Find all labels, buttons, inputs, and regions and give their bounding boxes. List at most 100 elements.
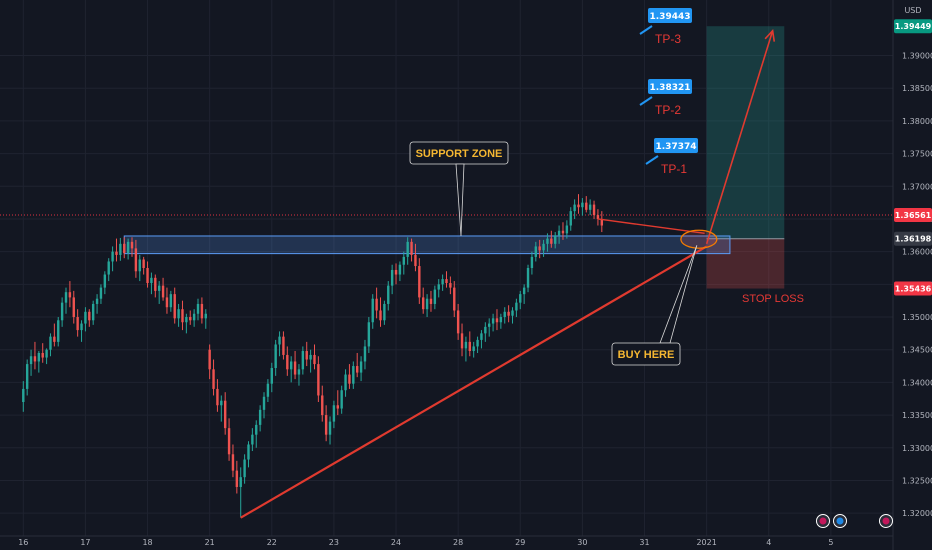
entry-ellipse[interactable] (680, 229, 718, 249)
candle-body (37, 352, 41, 362)
buy-here-callout-box (611, 342, 681, 366)
current-price-tag[interactable]: 1.36561 (894, 207, 932, 222)
candle (95, 294, 99, 314)
candle (84, 307, 87, 332)
candle-body (130, 241, 134, 249)
candle (507, 305, 510, 323)
candle (581, 198, 584, 216)
candle (321, 385, 324, 422)
price-tag-box (894, 207, 932, 222)
stop-price-tag[interactable]: 1.35436 (894, 281, 932, 296)
candle (251, 428, 254, 452)
time-axis[interactable]: 16 17 18 21 22 23 24 28 29 30 31 2021 4 5 (0, 535, 893, 547)
candle-body (289, 361, 293, 370)
candle-body (468, 341, 471, 352)
candle-body (150, 277, 153, 284)
candle (154, 274, 157, 298)
callouts: SUPPORT ZONE BUY HERE STOP LOSS 1.37374 TP-1… (409, 8, 804, 366)
candle-body (111, 251, 114, 262)
candle (266, 379, 270, 402)
price-tick-label: 1.37500 (902, 150, 932, 159)
candle (445, 271, 448, 288)
candle-body (68, 292, 72, 298)
price-tick-label: 1.33000 (902, 444, 932, 453)
candle (301, 346, 305, 375)
holiday-icon[interactable] (879, 514, 893, 528)
candle-body (138, 259, 141, 272)
entry-price-tag[interactable]: 1.36198 (894, 231, 932, 246)
candle-body (344, 374, 347, 391)
candle-body (45, 349, 48, 358)
candle (53, 323, 56, 347)
footer-icons (816, 514, 893, 528)
entry-arrow (597, 218, 705, 235)
candle (383, 300, 386, 325)
candle-body (480, 333, 483, 340)
candle-body (355, 366, 359, 373)
candle-body (596, 215, 600, 219)
candle-body (185, 317, 188, 323)
us-flag-icon[interactable] (833, 514, 847, 528)
support-zone-callout-pointer (455, 163, 465, 236)
candle (286, 346, 289, 376)
price-axis[interactable]: USD 1.39000 1.38500 1.38000 1.37500 1.37000 1.… (892, 0, 932, 550)
tp-pointer (639, 96, 653, 106)
candle (68, 281, 72, 308)
candle-body (324, 415, 328, 435)
candle (585, 196, 588, 213)
candle-body (239, 477, 242, 487)
tp-marker: 1.39443 TP-3 (639, 8, 692, 46)
candle-body (165, 297, 169, 308)
candle-body (565, 225, 569, 234)
candle-body (22, 388, 25, 402)
candle (375, 287, 378, 319)
time-tick-label: 31 (639, 538, 649, 547)
candle-body (441, 279, 444, 285)
candle (220, 395, 223, 422)
candle-body (72, 297, 75, 318)
candle-body (278, 336, 281, 345)
candle-body (585, 202, 588, 210)
candle (223, 392, 227, 435)
tp-marker: 1.37374 TP-1 (645, 138, 698, 176)
flag-events-icon[interactable] (816, 514, 830, 528)
candle-body (519, 294, 522, 303)
candle-body (418, 266, 421, 298)
candle (49, 333, 52, 357)
candle (468, 331, 471, 357)
candle-body (126, 241, 130, 253)
candle (130, 237, 134, 257)
candle-body (348, 374, 351, 384)
time-tick-label: 5 (828, 538, 833, 547)
time-tick-label: 18 (142, 538, 152, 547)
candle (499, 313, 503, 329)
tp-pointer (645, 155, 659, 165)
candle-body (309, 354, 312, 360)
price-tick-label: 1.39000 (902, 52, 932, 61)
candle (297, 364, 301, 386)
support-trendline[interactable] (240, 245, 708, 519)
candle-body (507, 311, 510, 316)
candle (134, 239, 138, 278)
drawings[interactable] (240, 28, 776, 519)
price-tick-label: 1.37000 (902, 182, 932, 191)
target-price-tag[interactable]: 1.39449 (894, 19, 932, 34)
candle-body (297, 369, 301, 375)
candle (255, 420, 258, 448)
candle-body (577, 204, 580, 208)
candle-body (398, 264, 402, 275)
candle (534, 241, 538, 262)
candle (41, 343, 44, 363)
support-zone[interactable] (123, 235, 731, 255)
projection-arrow-line[interactable] (705, 30, 774, 245)
candle (519, 290, 522, 310)
candle-body (503, 311, 506, 318)
candle (398, 261, 402, 282)
icon-dot (819, 517, 827, 525)
candle (336, 390, 339, 416)
candle-body (270, 368, 273, 384)
candle-body (379, 310, 382, 321)
candle (324, 405, 328, 442)
candle (142, 256, 145, 275)
